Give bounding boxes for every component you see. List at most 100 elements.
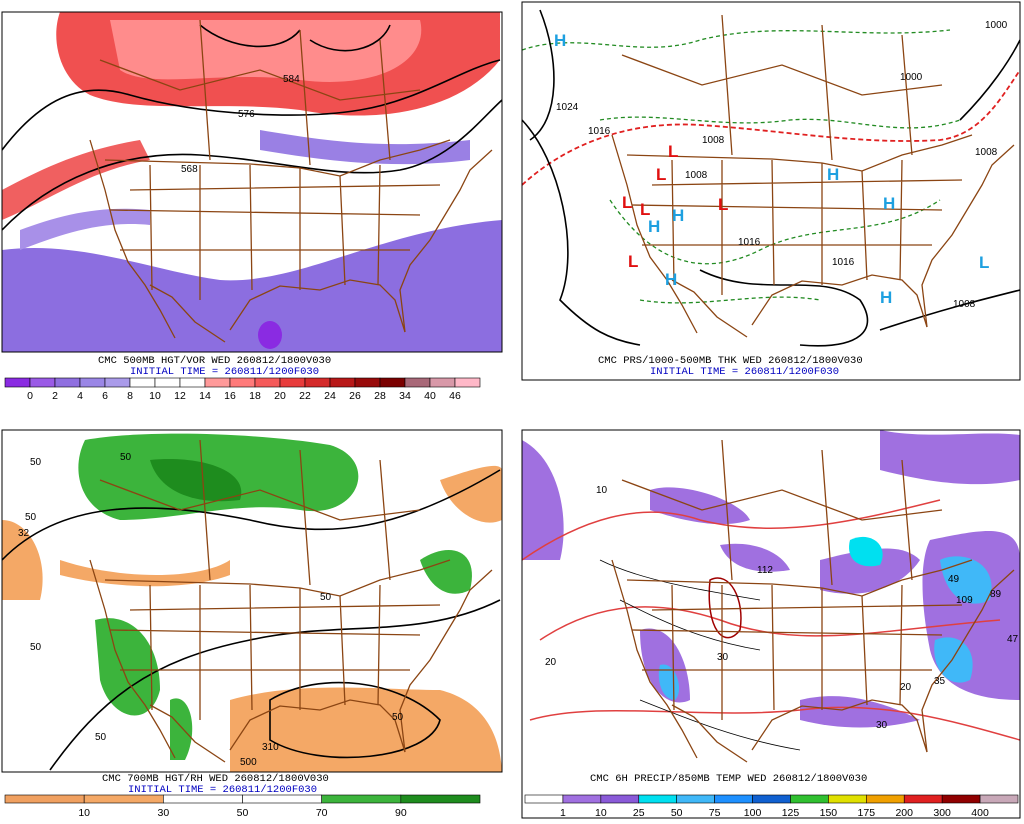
colorbar-swatch xyxy=(4,377,31,388)
contour-label: 50 xyxy=(95,732,107,743)
colorbar-swatch xyxy=(429,377,456,388)
panel-pressure: 1024 1016 1008 1008 1000 1016 1016 1008 … xyxy=(521,1,1021,381)
colorbar-swatch xyxy=(379,377,406,388)
colorbar-swatch xyxy=(83,794,164,804)
colorbar-swatch xyxy=(903,794,943,804)
colorbar-label: 8 xyxy=(127,390,133,402)
contour-label: 1008 xyxy=(685,170,708,181)
high: H xyxy=(554,31,566,50)
colorbar-label: 2 xyxy=(52,390,58,402)
colorbar-label: 175 xyxy=(858,807,876,819)
colorbar-swatch xyxy=(204,377,231,388)
low: L xyxy=(628,252,638,271)
contour-label: 1016 xyxy=(832,257,855,268)
colorbar-swatch xyxy=(329,377,356,388)
colorbar-label: 30 xyxy=(157,807,169,819)
contour-label: 50 xyxy=(320,592,332,603)
colorbar-label: 34 xyxy=(399,390,411,402)
colorbar-label: 22 xyxy=(299,390,311,402)
colorbar-label: 300 xyxy=(933,807,951,819)
colorbar-label: 75 xyxy=(709,807,721,819)
contour-label: 47 xyxy=(1007,634,1019,645)
caption: CMC 500MB HGT/VOR WED 260812/1800V030 xyxy=(98,355,331,367)
low: L xyxy=(622,193,632,212)
contour-labels: 1024 1016 1008 1008 1000 1016 1016 1008 … xyxy=(556,20,1008,310)
colorbar-swatch xyxy=(179,377,206,388)
contour-label: 1016 xyxy=(588,126,611,137)
colorbar-swatch xyxy=(404,377,431,388)
low: L xyxy=(718,195,728,214)
colorbar-label: 14 xyxy=(199,390,211,402)
contour-label: 310 xyxy=(262,742,279,753)
panel-500mb: 584 576 568 CMC 500MB HGT/VOR WED 260812… xyxy=(1,11,503,378)
colorbar-swatch xyxy=(154,377,181,388)
caption: CMC 700MB HGT/RH WED 260812/1800V030 xyxy=(102,773,329,785)
low: L xyxy=(640,200,650,219)
colorbar-label: 40 xyxy=(424,390,436,402)
contour-label: 568 xyxy=(181,164,198,175)
initial-time: INITIAL TIME = 260811/1200F030 xyxy=(650,366,839,378)
contour-label: 112 xyxy=(757,565,773,576)
contour-label: 1008 xyxy=(953,299,976,310)
high: H xyxy=(665,270,677,289)
colorbar-swatch xyxy=(676,794,715,804)
colorbar-swatch xyxy=(400,794,481,804)
panel-precip: 49 109 89 47 35 30 10 20 20 30 112 CMC 6… xyxy=(521,429,1021,819)
colorbar-swatch xyxy=(279,377,306,388)
colorbar-swatch xyxy=(454,377,481,388)
contour-label: 32 xyxy=(18,528,30,539)
panel-700mb: 50 50 50 32 50 50 50 310 500 50 CMC 700M… xyxy=(1,429,503,796)
caption: CMC 6H PRECIP/850MB TEMP WED 260812/1800… xyxy=(590,773,867,785)
colorbar-label: 100 xyxy=(744,807,762,819)
colorbar-label: 90 xyxy=(395,807,407,819)
colorbar-swatch xyxy=(242,794,322,804)
contour-label: 30 xyxy=(876,720,888,731)
contour-label: 500 xyxy=(240,757,257,768)
colorbar-label: 50 xyxy=(671,807,683,819)
colorbar-label: 200 xyxy=(895,807,913,819)
pressure-centers: H H H H H H H L L L L L L L xyxy=(554,31,989,307)
high: H xyxy=(880,288,892,307)
colorbar-label: 400 xyxy=(971,807,989,819)
low: L xyxy=(656,165,666,184)
colorbar-swatch xyxy=(866,794,905,804)
colorbar-label: 50 xyxy=(237,807,249,819)
colorbar-swatch xyxy=(979,794,1019,804)
colorbar-swatch xyxy=(254,377,281,388)
contour-label: 50 xyxy=(30,642,42,653)
colorbar-label: 28 xyxy=(374,390,386,402)
colorbar-label: 18 xyxy=(249,390,261,402)
colorbar-swatch xyxy=(4,794,85,804)
contour-label: 50 xyxy=(25,512,37,523)
colorbar-label: 26 xyxy=(349,390,361,402)
colorbar-swatch xyxy=(752,794,791,804)
colorbar-label: 10 xyxy=(149,390,161,402)
colorbar-label: 6 xyxy=(102,390,108,402)
colorbar-swatch xyxy=(104,377,131,388)
contour-label: 1008 xyxy=(975,147,998,158)
contour-label: 35 xyxy=(934,676,946,687)
contour-label: 89 xyxy=(990,589,1002,600)
colorbar-label: 4 xyxy=(77,390,83,402)
colorbar-label: 24 xyxy=(324,390,336,402)
colorbar-label: 10 xyxy=(78,807,90,819)
colorbar-label: 46 xyxy=(449,390,461,402)
colorbar-swatch xyxy=(129,377,156,388)
contour-label: 49 xyxy=(948,574,960,585)
contour-label: 20 xyxy=(545,657,557,668)
colorbar-label: 20 xyxy=(274,390,286,402)
high: H xyxy=(883,194,895,213)
colorbar-swatch xyxy=(229,377,256,388)
colorbar-swatch xyxy=(29,377,56,388)
colorbar-swatch xyxy=(790,794,829,804)
low: L xyxy=(668,142,678,161)
colorbar-swatch xyxy=(562,794,602,804)
contour-label: 1024 xyxy=(556,102,579,113)
colorbar-label: 0 xyxy=(27,390,33,402)
colorbar-label: 1 xyxy=(560,807,566,819)
colorbar-swatch xyxy=(524,794,564,804)
contour-label: 30 xyxy=(717,652,729,663)
contour-label: 584 xyxy=(283,74,300,85)
colorbar-swatch xyxy=(600,794,640,804)
